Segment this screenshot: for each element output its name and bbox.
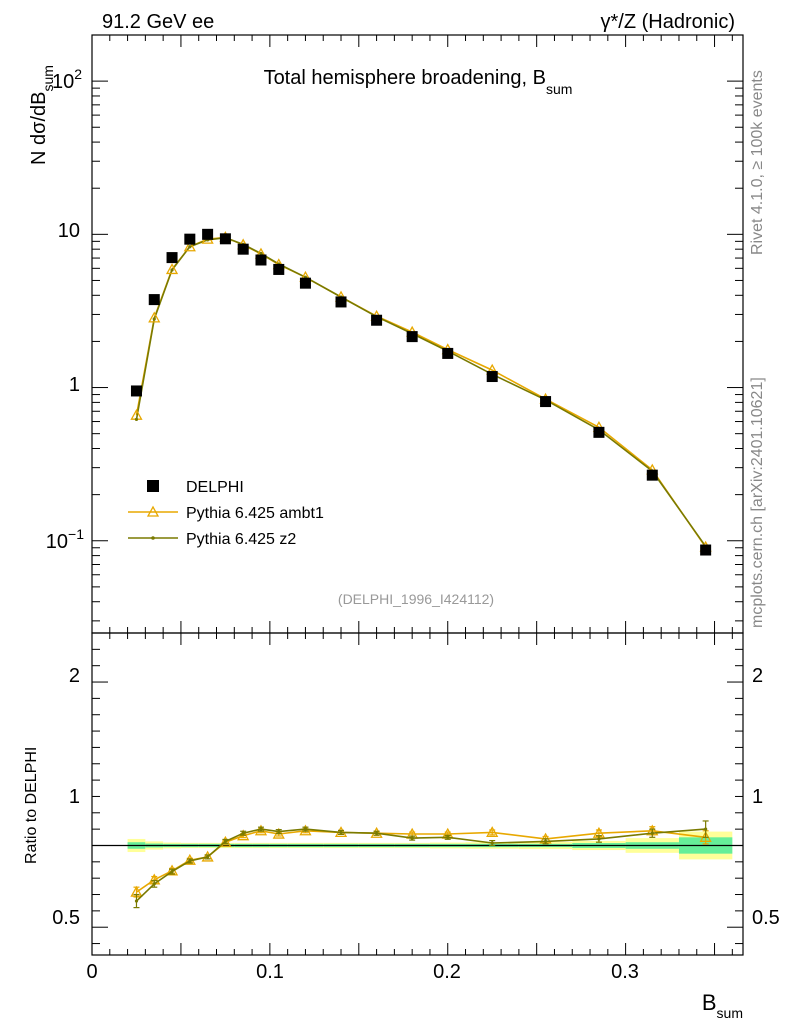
ratio-z2-point xyxy=(188,859,192,863)
z2-line xyxy=(135,236,707,547)
x-axis-label: Bsum xyxy=(702,990,743,1021)
ratio-z2-point xyxy=(152,882,156,886)
legend-marker-z2 xyxy=(151,536,155,540)
delphi-data-point xyxy=(273,263,285,275)
x-tick-label-0.2: 0.2 xyxy=(433,961,461,983)
delphi-data-point xyxy=(486,371,498,383)
delphi-data-point xyxy=(219,233,231,245)
z2-point xyxy=(152,317,156,321)
delphi-data-point xyxy=(335,296,347,308)
ratio-panel: Ratio to DELPHI 2 1 0.5 2 1 0.5 0 0.1 0.… xyxy=(23,632,780,1021)
ratio-z2-point xyxy=(650,831,654,835)
mcplots-reference-label: mcplots.cern.ch [arXiv:2401.10621] xyxy=(749,377,766,628)
main-y-axis-label: N dσ/dBsum xyxy=(28,65,56,165)
ratio-z2-point xyxy=(597,837,601,841)
ratio-z2-point xyxy=(241,831,245,835)
ratio-frame xyxy=(91,632,744,956)
legend-label-ambt1: Pythia 6.425 ambt1 xyxy=(186,505,324,522)
delphi-data-point xyxy=(148,294,160,306)
ambt1-point xyxy=(183,240,196,252)
main-series-group xyxy=(130,228,712,556)
delphi-data-point xyxy=(255,254,267,266)
z2-point xyxy=(134,417,139,421)
ambt1-line xyxy=(135,236,707,548)
ratio-ambt1-point xyxy=(201,850,214,862)
main-y-tick-label-100: 102 xyxy=(52,66,82,93)
analysis-watermark: (DELPHI_1996_I424112) xyxy=(338,591,494,607)
main-y-tick-label-1: 1 xyxy=(69,374,80,396)
header-right-label: γ*/Z (Hadronic) xyxy=(601,11,735,33)
z2-point xyxy=(170,268,174,272)
ratio-y-tick-label-right-1: 1 xyxy=(752,786,763,808)
ratio-z2-point xyxy=(134,899,139,903)
ratio-z2-point xyxy=(170,870,174,874)
ratio-series-group xyxy=(130,820,712,909)
ratio-z2-point xyxy=(259,827,263,831)
delphi-data-point xyxy=(202,228,214,240)
header-left-label: 91.2 GeV ee xyxy=(102,11,214,33)
ratio-z2-point xyxy=(446,835,450,839)
delphi-data-point xyxy=(646,469,658,481)
legend-marker-ambt1 xyxy=(146,505,160,517)
delphi-data-point xyxy=(406,331,418,343)
ratio-ambt1-line xyxy=(136,829,706,893)
rivet-version-label: Rivet 4.1.0, ≥ 100k events xyxy=(749,70,766,255)
ambt1-point xyxy=(165,263,179,275)
ratio-z2-point xyxy=(206,855,210,859)
ambt1-point xyxy=(148,311,161,323)
main-y-tick-label-0.1: 10−1 xyxy=(46,526,84,553)
ratio-z2-point xyxy=(490,841,494,845)
delphi-data-point xyxy=(237,243,249,255)
ratio-z2-point xyxy=(339,830,343,835)
ratio-z2-point xyxy=(277,829,281,834)
ratio-z2-point xyxy=(374,831,379,835)
ratio-z2-point xyxy=(704,827,708,831)
main-title: Total hemisphere broadening, Bsum xyxy=(264,67,573,97)
ratio-z2-line xyxy=(135,828,706,902)
z2-point xyxy=(188,245,192,249)
legend: DELPHI Pythia 6.425 ambt1 Pythia 6.425 z… xyxy=(128,479,324,548)
x-tick-label-0.3: 0.3 xyxy=(611,961,639,983)
delphi-data-point xyxy=(299,277,311,289)
delphi-data-point xyxy=(593,426,605,438)
delphi-data-point xyxy=(371,314,383,326)
delphi-data-point xyxy=(700,544,712,556)
z2-point xyxy=(259,251,263,256)
delphi-data-point xyxy=(442,347,454,359)
y-tick-label-base: 102 xyxy=(52,66,82,93)
ratio-ambt1-point xyxy=(219,835,232,847)
x-tick-label-0: 0 xyxy=(86,961,97,983)
main-y-tick-label-10: 10 xyxy=(58,220,80,242)
ratio-ambt1-point xyxy=(299,824,312,836)
ratio-axis-ticks xyxy=(91,633,743,955)
legend-marker-delphi xyxy=(147,480,159,492)
ratio-z2-point xyxy=(410,836,414,840)
main-panel: Total hemisphere broadening, Bsum N dσ/d… xyxy=(28,34,744,634)
delphi-data-point xyxy=(166,252,178,264)
delphi-data-point xyxy=(540,396,552,408)
ratio-y-tick-label-right-0.5: 0.5 xyxy=(752,907,780,929)
ratio-y-tick-label-1: 1 xyxy=(69,786,80,808)
x-tick-label-0.1: 0.1 xyxy=(256,961,284,983)
ratio-z2-point xyxy=(223,839,228,844)
ratio-ambt1-point xyxy=(486,826,499,838)
main-axis-ticks xyxy=(91,34,743,633)
legend-label-delphi: DELPHI xyxy=(186,479,244,496)
delphi-data-point xyxy=(130,385,142,397)
legend-label-z2: Pythia 6.425 z2 xyxy=(186,531,296,548)
ratio-z2-point xyxy=(303,827,308,831)
ratio-y-tick-label-0.5: 0.5 xyxy=(52,907,80,929)
ratio-y-tick-label-2: 2 xyxy=(69,665,80,687)
ratio-y-tick-label-right-2: 2 xyxy=(752,665,763,687)
ratio-z2-point xyxy=(543,839,548,844)
ratio-y-axis-label: Ratio to DELPHI xyxy=(23,747,40,864)
delphi-data-point xyxy=(184,233,196,245)
